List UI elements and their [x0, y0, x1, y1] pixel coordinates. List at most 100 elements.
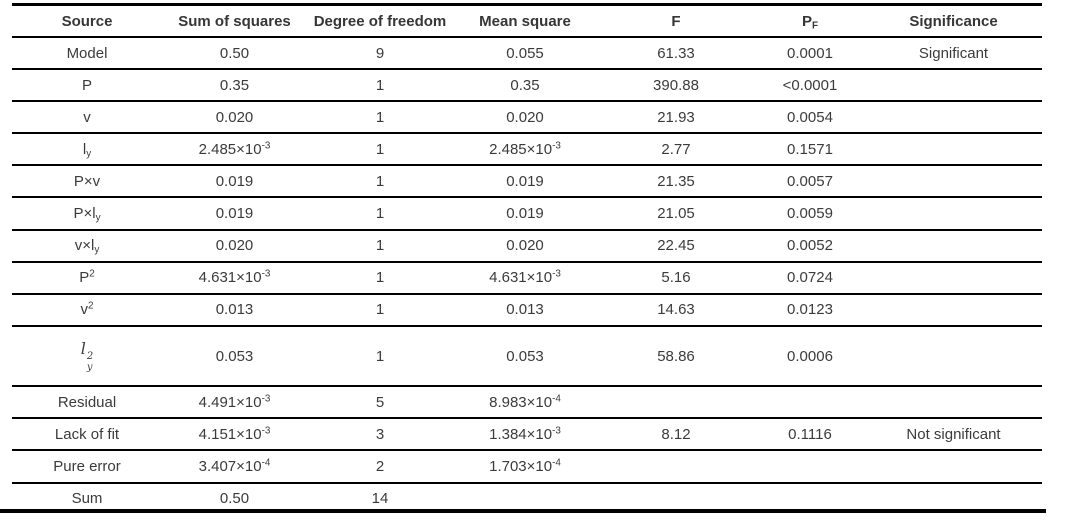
cell-degree-of-freedom: 2	[307, 450, 453, 484]
table-row: P 0.35 1 0.35 390.88 <0.0001	[12, 69, 1042, 103]
table-row: Sum 0.50 14	[12, 483, 1042, 513]
cell-mean-square: 0.013	[453, 293, 597, 327]
cell-f: 14.63	[597, 293, 755, 327]
cell-mean-square: 1.703×10-4	[453, 450, 597, 484]
cell-mean-square: 2.485×10-3	[453, 133, 597, 167]
cell-f: 21.93	[597, 101, 755, 135]
table-row: l 2 y 0.053 1 0.053 58.86 0.0006	[12, 325, 1042, 388]
cell-source: P2	[12, 261, 162, 295]
cell-sum-of-squares: 0.019	[162, 165, 307, 199]
cell-sum-of-squares: 0.053	[162, 325, 307, 388]
cell-sum-of-squares: 4.151×10-3	[162, 418, 307, 452]
cell-source: P×v	[12, 165, 162, 199]
cell-mean-square: 0.019	[453, 165, 597, 199]
cell-degree-of-freedom: 1	[307, 101, 453, 135]
column-header-significance: Significance	[865, 4, 1042, 38]
cell-p-f: 0.0123	[755, 293, 865, 327]
column-header-source: Source	[12, 4, 162, 38]
cell-significance: Significant	[865, 37, 1042, 71]
cell-f: 22.45	[597, 229, 755, 263]
cell-source: v×ly	[12, 229, 162, 263]
cell-source: Residual	[12, 386, 162, 420]
cell-mean-square: 0.020	[453, 101, 597, 135]
table-row: Residual 4.491×10-3 5 8.983×10-4	[12, 386, 1042, 420]
cell-p-f	[755, 450, 865, 484]
cell-significance	[865, 261, 1042, 295]
table-row: ly 2.485×10-3 1 2.485×10-3 2.77 0.1571	[12, 133, 1042, 167]
cell-degree-of-freedom: 1	[307, 293, 453, 327]
cell-mean-square: 0.019	[453, 197, 597, 231]
table-row: P×ly 0.019 1 0.019 21.05 0.0059	[12, 197, 1042, 231]
cell-degree-of-freedom: 1	[307, 229, 453, 263]
cell-degree-of-freedom: 1	[307, 165, 453, 199]
column-header-p-f: PF	[755, 4, 865, 38]
cell-significance	[865, 229, 1042, 263]
anova-table: Source Sum of squares Degree of freedom Mea…	[12, 3, 1042, 513]
cell-degree-of-freedom: 1	[307, 197, 453, 231]
cell-f: 58.86	[597, 325, 755, 388]
column-header-mean-square: Mean square	[453, 4, 597, 38]
table-body: Model 0.50 9 0.055 61.33 0.0001 Significant P 0.…	[12, 37, 1042, 513]
cell-significance: Not significant	[865, 418, 1042, 452]
cell-degree-of-freedom: 1	[307, 133, 453, 167]
cell-source: v2	[12, 293, 162, 327]
column-header-degree-of-freedom: Degree of freedom	[307, 4, 453, 38]
cell-significance	[865, 197, 1042, 231]
cell-degree-of-freedom: 3	[307, 418, 453, 452]
cell-mean-square: 0.35	[453, 69, 597, 103]
table-header: Source Sum of squares Degree of freedom Mea…	[12, 4, 1042, 38]
cell-f	[597, 450, 755, 484]
cell-f: 5.16	[597, 261, 755, 295]
cell-significance	[865, 386, 1042, 420]
cell-sum-of-squares: 0.020	[162, 229, 307, 263]
cell-significance	[865, 101, 1042, 135]
cell-degree-of-freedom: 9	[307, 37, 453, 71]
cell-significance	[865, 325, 1042, 388]
cell-significance	[865, 293, 1042, 327]
table-row: Lack of fit 4.151×10-3 3 1.384×10-3 8.12 0.11…	[12, 418, 1042, 452]
cell-significance	[865, 165, 1042, 199]
cell-p-f: 0.1571	[755, 133, 865, 167]
table-row: Pure error 3.407×10-4 2 1.703×10-4	[12, 450, 1042, 484]
cell-sum-of-squares: 3.407×10-4	[162, 450, 307, 484]
cell-source: ly	[12, 133, 162, 167]
cell-f: 21.35	[597, 165, 755, 199]
table-row: v2 0.013 1 0.013 14.63 0.0123	[12, 293, 1042, 327]
cell-sum-of-squares: 2.485×10-3	[162, 133, 307, 167]
cell-sum-of-squares: 0.35	[162, 69, 307, 103]
cell-mean-square: 8.983×10-4	[453, 386, 597, 420]
cell-source: v	[12, 101, 162, 135]
cell-degree-of-freedom: 1	[307, 261, 453, 295]
cell-degree-of-freedom: 1	[307, 69, 453, 103]
table-row: v 0.020 1 0.020 21.93 0.0054	[12, 101, 1042, 135]
cell-p-f: 0.0054	[755, 101, 865, 135]
table-row: v×ly 0.020 1 0.020 22.45 0.0052	[12, 229, 1042, 263]
cell-significance	[865, 450, 1042, 484]
cell-f	[597, 386, 755, 420]
table-row: P2 4.631×10-3 1 4.631×10-3 5.16 0.0724	[12, 261, 1042, 295]
cell-source: Sum	[71, 489, 103, 507]
table-row: P×v 0.019 1 0.019 21.35 0.0057	[12, 165, 1042, 199]
cell-f: 8.12	[597, 418, 755, 452]
cell-significance	[865, 69, 1042, 103]
table-row: Model 0.50 9 0.055 61.33 0.0001 Significant	[12, 37, 1042, 71]
column-header-f: F	[597, 4, 755, 38]
cell-degree-of-freedom: 1	[307, 325, 453, 388]
cell-p-f: <0.0001	[755, 69, 865, 103]
cell-mean-square: 0.020	[453, 229, 597, 263]
cell-source: P	[12, 69, 162, 103]
cell-mean-square: 0.053	[453, 325, 597, 388]
cell-p-f	[755, 386, 865, 420]
column-header-sum-of-squares: Sum of squares	[162, 4, 307, 38]
cell-p-f: 0.0052	[755, 229, 865, 263]
cell-mean-square: 0.055	[453, 37, 597, 71]
cell-f: 61.33	[597, 37, 755, 71]
cell-mean-square: 4.631×10-3	[453, 261, 597, 295]
cell-p-f: 0.0724	[755, 261, 865, 295]
cell-source: Model	[12, 37, 162, 71]
cell-sum-of-squares: 0.020	[162, 101, 307, 135]
cell-f: 21.05	[597, 197, 755, 231]
